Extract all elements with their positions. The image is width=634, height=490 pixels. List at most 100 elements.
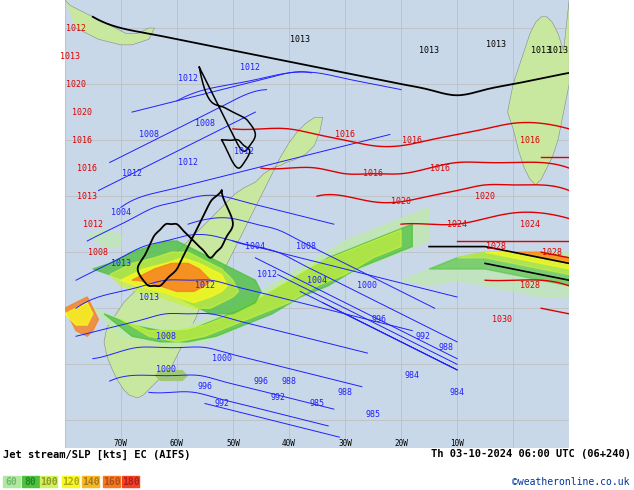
Text: 984: 984 [404, 371, 420, 380]
Text: 1000: 1000 [156, 366, 176, 374]
Text: 1024: 1024 [520, 220, 540, 229]
Polygon shape [65, 0, 155, 45]
Bar [40, 476, 57, 487]
Text: 1016: 1016 [430, 164, 450, 172]
Text: 996: 996 [254, 377, 268, 386]
Text: 1028: 1028 [486, 242, 507, 251]
Text: 988: 988 [281, 377, 297, 386]
Text: 1024: 1024 [447, 220, 467, 229]
Text: 1008: 1008 [195, 119, 215, 128]
Text: 1020: 1020 [391, 197, 411, 206]
Text: 80: 80 [25, 477, 36, 487]
Text: 985: 985 [309, 399, 325, 408]
Text: 1008: 1008 [156, 332, 176, 341]
Text: 1020: 1020 [72, 108, 92, 117]
Text: 120: 120 [61, 477, 79, 487]
Polygon shape [513, 252, 569, 264]
Text: 1013: 1013 [60, 51, 81, 61]
Text: 1016: 1016 [403, 136, 422, 145]
Text: 1012: 1012 [178, 74, 198, 83]
Text: 1016: 1016 [363, 169, 383, 178]
Text: 1012: 1012 [122, 169, 142, 178]
Text: 1012: 1012 [234, 147, 254, 156]
Text: 1008: 1008 [139, 130, 159, 139]
Bar [3, 476, 20, 487]
Text: 1013: 1013 [77, 192, 97, 200]
Text: 1013: 1013 [111, 259, 131, 268]
Text: 1000: 1000 [358, 281, 377, 290]
Text: 1012: 1012 [195, 281, 215, 290]
Text: 1013: 1013 [486, 40, 507, 49]
Text: 1030: 1030 [492, 315, 512, 324]
Text: 985: 985 [366, 410, 380, 419]
Polygon shape [104, 118, 323, 398]
Text: 50W: 50W [226, 440, 240, 448]
Text: 1012: 1012 [83, 220, 103, 229]
Polygon shape [155, 370, 188, 381]
Text: 992: 992 [270, 393, 285, 402]
Text: 20W: 20W [394, 440, 408, 448]
Text: 1028: 1028 [542, 248, 562, 257]
Polygon shape [508, 0, 569, 185]
Text: 1028: 1028 [520, 281, 540, 290]
Text: 1012: 1012 [240, 63, 260, 72]
Text: 1012: 1012 [66, 24, 86, 32]
Text: 40W: 40W [282, 440, 296, 448]
Text: 1020: 1020 [475, 192, 495, 200]
Polygon shape [485, 252, 569, 269]
Text: 140: 140 [82, 477, 100, 487]
Text: 1013: 1013 [290, 35, 310, 44]
Text: 1013: 1013 [419, 46, 439, 55]
Text: 30W: 30W [338, 440, 352, 448]
Text: 996: 996 [197, 382, 212, 391]
Text: 1012: 1012 [257, 270, 276, 279]
Text: 1016: 1016 [77, 164, 97, 172]
Text: 1016: 1016 [335, 130, 355, 139]
Polygon shape [457, 252, 569, 274]
Text: 100: 100 [40, 477, 57, 487]
Text: 1004: 1004 [245, 242, 266, 251]
Polygon shape [110, 252, 238, 308]
Polygon shape [104, 224, 412, 342]
Text: Th 03-10-2024 06:00 UTC (06+240): Th 03-10-2024 06:00 UTC (06+240) [431, 449, 631, 459]
Text: 1004: 1004 [307, 276, 327, 285]
Text: 1008: 1008 [296, 242, 316, 251]
Polygon shape [121, 230, 401, 342]
Text: 1016: 1016 [520, 136, 540, 145]
Text: 160: 160 [103, 477, 120, 487]
Text: Jet stream/SLP [kts] EC (AIFS): Jet stream/SLP [kts] EC (AIFS) [3, 449, 190, 460]
Bar [22, 476, 39, 487]
Text: 996: 996 [371, 315, 386, 324]
Bar [122, 476, 139, 487]
Text: 10W: 10W [450, 440, 464, 448]
Text: 1020: 1020 [66, 79, 86, 89]
Text: 60W: 60W [170, 440, 184, 448]
Text: 1013: 1013 [531, 46, 551, 55]
Bar [82, 476, 99, 487]
Text: 992: 992 [416, 332, 431, 341]
Polygon shape [401, 252, 569, 297]
Polygon shape [65, 297, 98, 336]
Text: 984: 984 [450, 388, 465, 397]
Polygon shape [93, 207, 429, 347]
Text: ©weatheronline.co.uk: ©weatheronline.co.uk [512, 477, 629, 487]
Text: 1008: 1008 [88, 248, 108, 257]
Polygon shape [121, 258, 228, 303]
Text: 180: 180 [122, 477, 139, 487]
Bar [103, 476, 120, 487]
Text: 1013: 1013 [139, 293, 159, 301]
Polygon shape [93, 241, 261, 314]
Bar [62, 476, 79, 487]
Text: 1013: 1013 [548, 46, 568, 55]
Text: 1000: 1000 [212, 354, 231, 363]
Polygon shape [87, 230, 121, 246]
Polygon shape [429, 252, 569, 286]
Text: 1016: 1016 [72, 136, 92, 145]
Text: 988: 988 [337, 388, 353, 397]
Text: 70W: 70W [114, 440, 128, 448]
Text: 1004: 1004 [111, 208, 131, 218]
Polygon shape [132, 264, 210, 292]
Text: 60: 60 [6, 477, 17, 487]
Text: 992: 992 [214, 399, 230, 408]
Text: 988: 988 [438, 343, 453, 352]
